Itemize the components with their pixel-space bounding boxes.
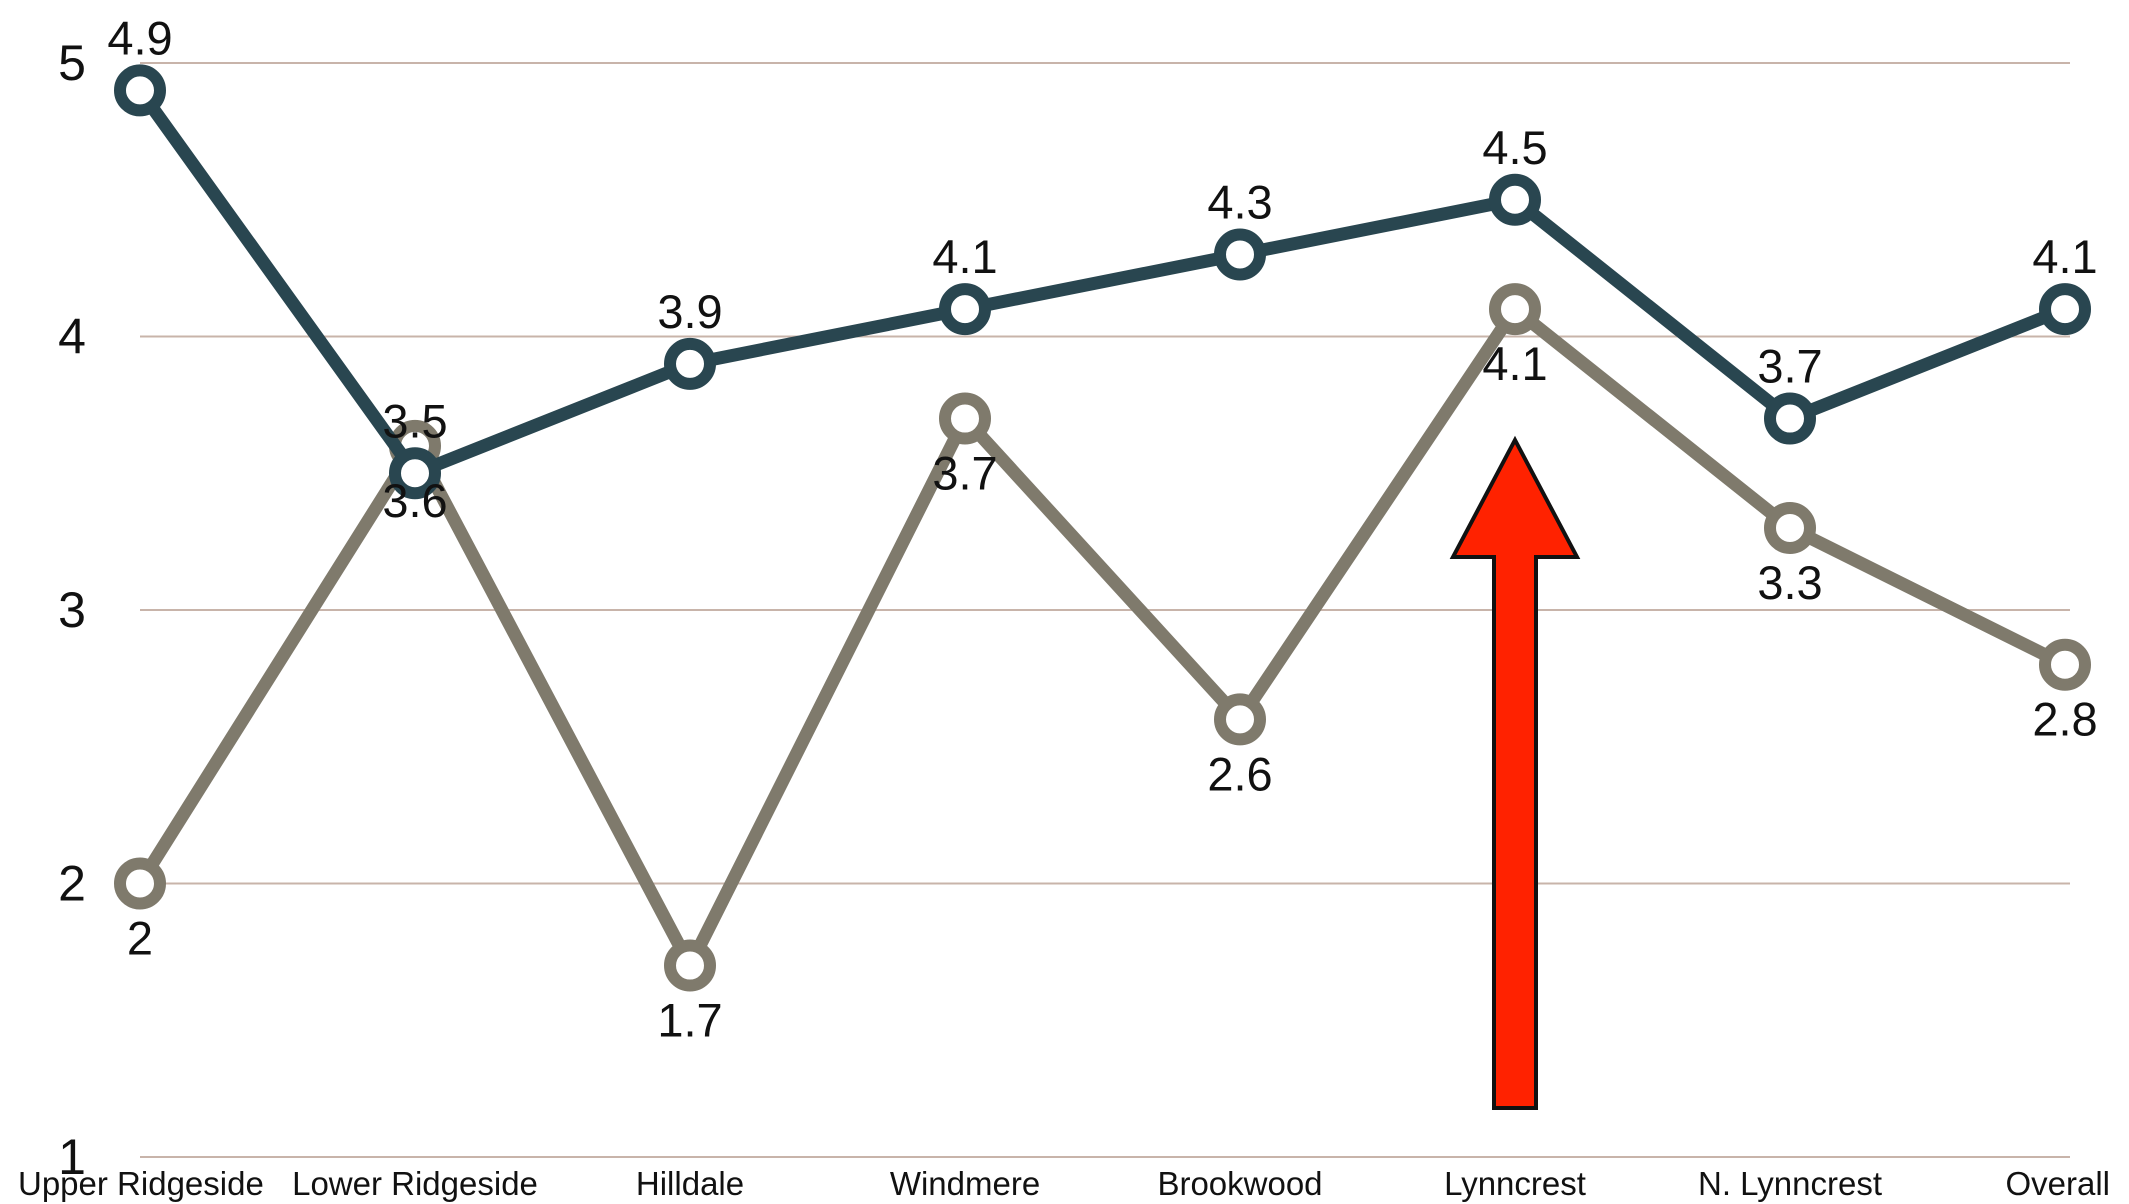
series-1-point — [670, 344, 710, 384]
series-2-data-label: 1.7 — [657, 994, 722, 1047]
series-2-point — [1220, 699, 1260, 739]
series-2-point — [1770, 508, 1810, 548]
x-tick-label: Upper Ridgeside — [18, 1165, 264, 1202]
series-1-point — [945, 289, 985, 329]
x-tick-label: N. Lynncrest — [1698, 1165, 1882, 1202]
series-1-data-label: 4.3 — [1207, 175, 1272, 228]
series-2-point — [2045, 645, 2085, 685]
x-axis-ticks: Upper Ridgeside Lower Ridgeside Hilldale Wi… — [18, 1165, 2110, 1202]
series-group — [120, 70, 2085, 985]
x-tick-label: Brookwood — [1157, 1165, 1322, 1202]
series-1-data-label: 4.9 — [107, 11, 172, 64]
series-1-point — [1495, 180, 1535, 220]
y-tick-label-2: 2 — [58, 856, 86, 912]
series-2-point — [120, 864, 160, 904]
series-2-data-label: 2.8 — [2032, 693, 2097, 746]
series-2-point — [1495, 289, 1535, 329]
series-1-data-label: 3.9 — [657, 285, 722, 338]
series-1-point — [2045, 289, 2085, 329]
series-2-point — [670, 946, 710, 986]
arrow-annotation — [1453, 440, 1577, 1108]
series-1-data-label: 3.7 — [1757, 340, 1822, 393]
series-1-data-label: 4.1 — [2032, 230, 2097, 283]
y-tick-label-5: 5 — [58, 35, 86, 91]
annotations — [1453, 440, 1577, 1108]
series-1-data-label: 4.1 — [932, 230, 997, 283]
series-1-point — [1220, 234, 1260, 274]
x-tick-label: Lower Ridgeside — [292, 1165, 538, 1202]
series-1-point — [1770, 399, 1810, 439]
x-tick-label: Lynncrest — [1444, 1165, 1586, 1202]
series-2-data-label: 2 — [127, 912, 153, 965]
series-2-data-label: 4.1 — [1482, 337, 1547, 390]
x-tick-label: Overall — [2005, 1165, 2110, 1202]
series-1-data-label: 4.5 — [1482, 121, 1547, 174]
series-2-data-label: 3.7 — [932, 447, 997, 500]
x-tick-label: Windmere — [890, 1165, 1040, 1202]
series-1-point — [120, 70, 160, 110]
gridlines — [140, 63, 2070, 1157]
y-tick-label-4: 4 — [58, 309, 86, 365]
series-2-data-label: 3.3 — [1757, 556, 1822, 609]
x-tick-label: Hilldale — [636, 1165, 744, 1202]
series-2-point — [945, 399, 985, 439]
series-2-data-label: 3.6 — [382, 474, 447, 527]
series-1-data-label: 3.5 — [382, 394, 447, 447]
y-tick-label-3: 3 — [58, 582, 86, 638]
series-2-data-label: 2.6 — [1207, 747, 1272, 800]
